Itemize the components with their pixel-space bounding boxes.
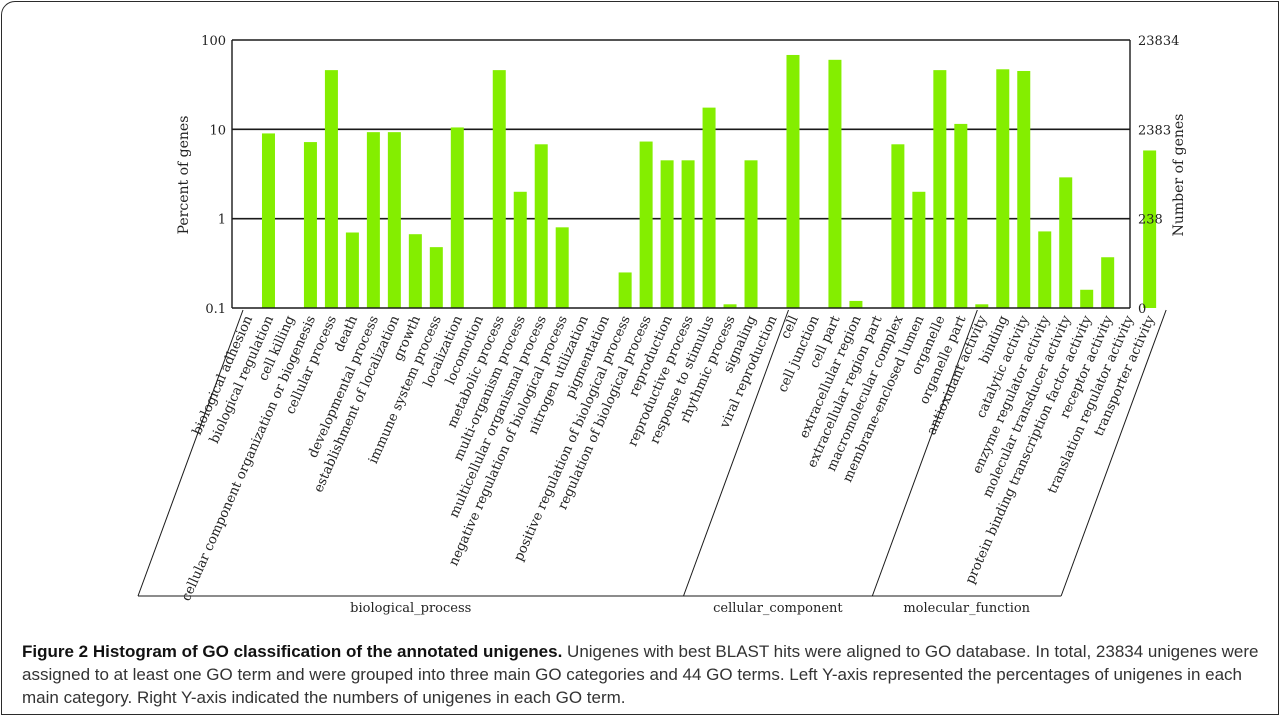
bar-9 — [408, 234, 422, 308]
right-tick-label: 2383 — [1138, 123, 1171, 138]
left-tick-label: 1 — [218, 213, 226, 228]
bar-19 — [618, 272, 632, 308]
bar-13 — [492, 70, 506, 308]
bar-20 — [639, 141, 653, 308]
bar-29 — [828, 59, 842, 309]
bar-5 — [324, 70, 338, 308]
bar-21 — [660, 160, 674, 308]
bar-11 — [450, 127, 464, 308]
bar-2 — [261, 133, 275, 308]
group-divider-3 — [1060, 309, 1167, 597]
bar-32 — [891, 144, 905, 308]
group-brackets: biological_process cellular_component mole… — [137, 309, 1167, 616]
group-label: biological_process — [350, 601, 471, 616]
bar-40 — [1059, 177, 1073, 308]
bar-44 — [1143, 150, 1157, 308]
group-divider-0 — [137, 309, 244, 597]
bar-30 — [849, 300, 863, 308]
left-tick-label: 0.1 — [205, 302, 226, 317]
bar-22 — [681, 160, 695, 308]
bar-10 — [429, 247, 443, 308]
group-label: molecular_function — [903, 601, 1030, 616]
bar-4 — [303, 142, 317, 308]
bar-42 — [1101, 257, 1115, 308]
bar-35 — [954, 123, 968, 308]
right-tick-label: 0 — [1138, 302, 1146, 317]
left-tick-label: 10 — [209, 123, 226, 138]
left-tick-label: 100 — [201, 34, 226, 49]
bar-37 — [996, 69, 1010, 308]
bar-6 — [345, 232, 359, 308]
bar-41 — [1080, 289, 1094, 308]
right-axis-label: Number of genes — [1171, 114, 1187, 237]
caption-title: Figure 2 Histogram of GO classification … — [22, 642, 563, 661]
group-divider-2 — [871, 309, 978, 597]
bar-39 — [1038, 231, 1052, 308]
bar-16 — [555, 227, 569, 308]
left-axis-label: Percent of genes — [176, 116, 192, 235]
bar-23 — [702, 107, 716, 308]
grid-lines — [232, 39, 1130, 220]
figure-caption: Figure 2 Histogram of GO classification … — [22, 640, 1262, 709]
caption-text: Unigenes with best BLAST hits were align… — [22, 642, 1259, 707]
bar-36 — [975, 304, 989, 308]
right-tick-label: 238 — [1138, 213, 1163, 228]
group-divider-1 — [683, 309, 789, 597]
group-label: cellular_component — [713, 601, 843, 616]
bar-24 — [723, 304, 737, 308]
axes — [231, 40, 1131, 309]
bar-15 — [534, 144, 548, 308]
bar-14 — [513, 191, 527, 308]
go-histogram-chart: 100 10 1 0.1 23834 2383 238 0 biological adhesi… — [137, 34, 1187, 616]
bar-38 — [1017, 70, 1031, 309]
bar-27 — [786, 54, 800, 308]
bars — [261, 54, 1157, 309]
bar-8 — [387, 132, 401, 308]
bar-34 — [933, 70, 947, 308]
right-tick-label: 23834 — [1138, 34, 1179, 49]
bar-25 — [744, 160, 758, 308]
tick-labels: 100 10 1 0.1 23834 2383 238 0 — [201, 34, 1179, 317]
bar-7 — [366, 132, 380, 308]
bar-33 — [912, 191, 926, 308]
